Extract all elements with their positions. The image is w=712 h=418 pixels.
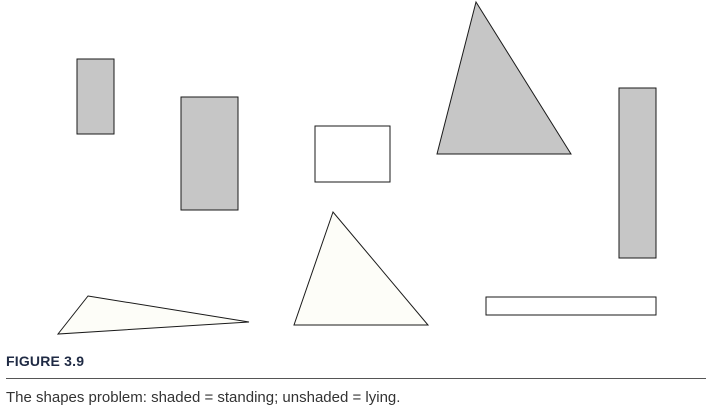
unshaded-triangle-leaning bbox=[293, 211, 430, 326]
shaded-rectangle-small-tall bbox=[76, 58, 115, 135]
unshaded-triangle-flat bbox=[56, 295, 250, 335]
figure-label: FIGURE 3.9 bbox=[6, 353, 85, 369]
shaded-rectangle-medium-tall bbox=[180, 96, 239, 211]
shapes-figure bbox=[56, 0, 657, 335]
caption-divider bbox=[6, 378, 706, 379]
figure-caption: The shapes problem: shaded = standing; u… bbox=[6, 389, 401, 406]
shaded-rectangle-long-vertical bbox=[618, 87, 657, 259]
shaded-triangle-upright bbox=[436, 0, 572, 155]
unshaded-rectangle-wide bbox=[314, 125, 391, 183]
unshaded-rectangle-long-horizontal bbox=[485, 296, 657, 316]
